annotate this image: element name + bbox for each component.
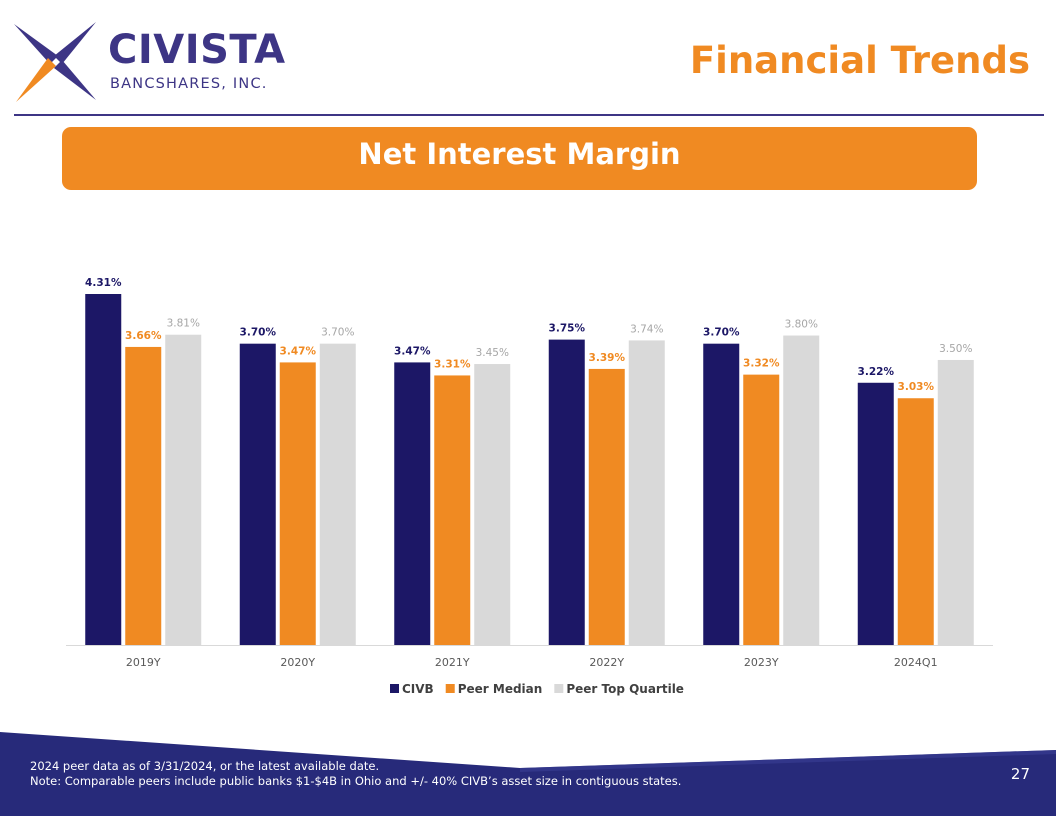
brand-subtitle: BANCSHARES, INC. bbox=[110, 76, 268, 92]
brand-name: CIVISTA bbox=[108, 27, 286, 73]
x-tick-label: 2021Y bbox=[435, 656, 470, 669]
data-label: 3.66% bbox=[125, 330, 162, 342]
data-label: 3.70% bbox=[703, 327, 740, 339]
legend-swatch-civb bbox=[390, 684, 399, 693]
section-banner: Net Interest Margin bbox=[62, 127, 977, 190]
civista-star-logo-icon bbox=[14, 22, 96, 102]
data-label: 3.32% bbox=[743, 358, 780, 370]
data-label: 3.03% bbox=[898, 381, 935, 393]
data-label: 3.70% bbox=[321, 327, 354, 339]
legend-label: Peer Median bbox=[458, 682, 543, 696]
data-label: 3.31% bbox=[434, 358, 471, 370]
bar-civb-2019y bbox=[85, 294, 122, 645]
legend-label: Peer Top Quartile bbox=[566, 682, 684, 696]
bar-peer-median-2022y bbox=[588, 368, 625, 645]
data-label: 3.80% bbox=[785, 319, 818, 331]
data-label: 3.47% bbox=[280, 345, 317, 357]
bar-peer-top-quartile-2021y bbox=[474, 364, 511, 645]
bar-peer-median-2024q1 bbox=[897, 398, 934, 645]
bar-peer-top-quartile-2023y bbox=[783, 335, 820, 645]
bar-civb-2022y bbox=[548, 339, 585, 645]
bar-civb-2020y bbox=[239, 343, 276, 645]
page-number: 27 bbox=[1010, 765, 1030, 783]
bar-peer-top-quartile-2024q1 bbox=[937, 359, 974, 645]
x-tick-label: 2023Y bbox=[744, 656, 779, 669]
data-label: 3.45% bbox=[476, 347, 509, 359]
bar-civb-2021y bbox=[394, 362, 431, 645]
x-tick-label: 2020Y bbox=[280, 656, 315, 669]
data-label: 3.81% bbox=[167, 318, 200, 330]
data-label: 3.50% bbox=[939, 343, 972, 355]
legend-swatch-peer-top-quartile bbox=[554, 684, 564, 693]
footnote-peer-note: Note: Comparable peers include public ba… bbox=[30, 774, 682, 788]
data-label: 3.22% bbox=[858, 366, 895, 378]
footer-band bbox=[0, 732, 1056, 816]
bar-peer-top-quartile-2022y bbox=[628, 340, 665, 645]
net-interest-margin-chart: 4.31%3.66%3.81%2019Y3.70%3.47%3.70%2020Y… bbox=[66, 277, 993, 696]
data-label: 4.31% bbox=[85, 277, 122, 289]
bar-peer-median-2019y bbox=[125, 346, 162, 645]
bar-peer-median-2021y bbox=[434, 375, 471, 645]
data-label: 3.70% bbox=[240, 327, 277, 339]
data-label: 3.75% bbox=[549, 323, 586, 335]
banner-title: Net Interest Margin bbox=[358, 137, 681, 171]
x-tick-label: 2019Y bbox=[126, 656, 161, 669]
page-title: Financial Trends bbox=[689, 39, 1030, 82]
footnote-peer-date: 2024 peer data as of 3/31/2024, or the l… bbox=[30, 759, 380, 773]
x-tick-label: 2022Y bbox=[589, 656, 624, 669]
legend-swatch-peer-median bbox=[445, 684, 455, 693]
data-label: 3.39% bbox=[589, 352, 626, 364]
data-label: 3.74% bbox=[630, 323, 663, 335]
data-label: 3.47% bbox=[394, 345, 431, 357]
bar-peer-top-quartile-2020y bbox=[319, 343, 356, 645]
bar-peer-top-quartile-2019y bbox=[165, 334, 202, 645]
bar-peer-median-2023y bbox=[743, 374, 780, 645]
bar-peer-median-2020y bbox=[279, 362, 316, 645]
bar-civb-2024q1 bbox=[857, 382, 894, 645]
legend-label: CIVB bbox=[402, 682, 434, 696]
bar-civb-2023y bbox=[703, 343, 740, 645]
x-tick-label: 2024Q1 bbox=[894, 656, 938, 669]
header-divider bbox=[14, 114, 1044, 116]
